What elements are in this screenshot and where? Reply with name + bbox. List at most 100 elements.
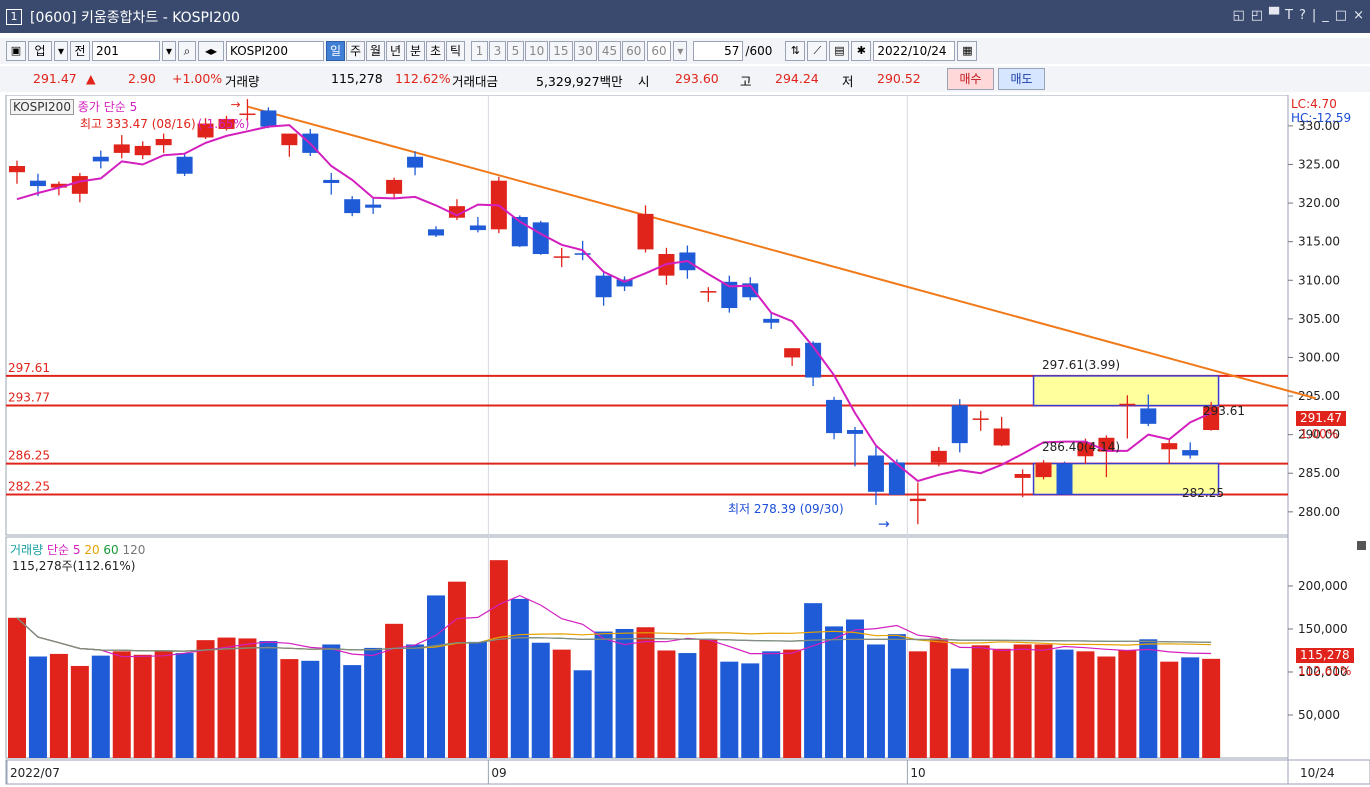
box-bottom-left-label: 286.40(4.14) (1042, 440, 1121, 454)
interval-button-5[interactable]: 5 (507, 41, 524, 61)
maximize-icon[interactable]: □ (1334, 8, 1348, 23)
period-tab-4[interactable]: 분 (406, 41, 425, 61)
price-legend: KOSPI200 종가 단순 5 (10, 98, 137, 115)
legend-symbol[interactable]: KOSPI200 (10, 99, 74, 115)
sell-button[interactable]: 매도 (998, 68, 1045, 90)
low-label: 저 (842, 74, 854, 89)
date-input[interactable]: 2022/10/24 (873, 41, 956, 61)
volume-bar (1055, 649, 1074, 758)
candle-up (972, 418, 989, 420)
interval-button-15[interactable]: 15 (549, 41, 573, 61)
volume-bar (175, 653, 194, 758)
volume-tick-label: 150,000 (1298, 622, 1348, 636)
symbol-name-field: KOSPI200 (226, 41, 324, 61)
interval-select[interactable]: 60 (647, 41, 672, 61)
candle-down (847, 430, 863, 434)
line-tool-icon[interactable]: ⟋ (807, 41, 828, 61)
code-dropdown-icon[interactable]: ▾ (162, 41, 176, 61)
interval-button-30[interactable]: 30 (573, 41, 597, 61)
high-value: 294.24 (775, 71, 819, 86)
period-tab-6[interactable]: 틱 (446, 41, 465, 61)
calendar-icon[interactable]: ▦ (957, 41, 978, 61)
volume-bar (783, 649, 802, 758)
volume-legend-ma60[interactable]: 60 (103, 543, 119, 557)
window-title: [0600] 키움종합차트 - KOSPI200 (30, 9, 240, 26)
data-count-input[interactable]: 57 (693, 41, 744, 61)
volume-bar (992, 648, 1011, 758)
resistance-box (1032, 375, 1220, 407)
volume-legend-title[interactable]: 거래량 (10, 543, 44, 557)
search-icon[interactable]: ⌕ (178, 41, 196, 61)
restore-icon[interactable]: ◰ (1250, 8, 1264, 23)
separator: | (1311, 8, 1317, 23)
volume-bar (971, 645, 990, 758)
volume-bar (468, 641, 487, 758)
period-tab-5[interactable]: 초 (426, 41, 445, 61)
volume-legend: 거래량 단순 5 20 60 120 (10, 541, 145, 558)
pin-icon[interactable]: ▀ (1269, 8, 1280, 23)
low-value: 290.52 (877, 71, 921, 86)
interval-button-10[interactable]: 10 (525, 41, 549, 61)
candle-up (1035, 462, 1052, 478)
amount-value: 5,329,927백만 (536, 74, 623, 89)
font-icon[interactable]: T (1285, 8, 1293, 23)
save-icon[interactable]: ▤ (829, 41, 850, 61)
volume-bar (615, 628, 634, 758)
price-change-pct: +1.00% (172, 71, 223, 86)
volume-bar (531, 642, 550, 758)
candle-down (826, 399, 843, 434)
legend-ma5[interactable]: 종가 단순 5 (77, 100, 138, 114)
level-label: 293.77 (8, 391, 50, 405)
candle-down (574, 253, 591, 255)
amount-label: 거래대금 (452, 74, 499, 89)
volume-bar (1139, 639, 1158, 758)
candle-up (239, 113, 256, 116)
candle-up (1161, 443, 1178, 450)
volume-bar (1202, 658, 1221, 758)
interval-button-45[interactable]: 45 (597, 41, 622, 61)
candle-down (951, 405, 968, 444)
buy-button[interactable]: 매수 (947, 68, 994, 90)
period-tab-2[interactable]: 월 (366, 41, 385, 61)
help-icon[interactable]: ? (1299, 8, 1306, 23)
price-tick-label: 325.00 (1298, 157, 1340, 171)
window-number-badge[interactable]: 1 (6, 8, 22, 25)
volume-legend-ma120[interactable]: 120 (122, 543, 146, 557)
market-type-dropdown-icon[interactable]: ▾ (54, 41, 68, 61)
volume-bar (196, 640, 215, 758)
candle-down (532, 222, 549, 255)
box-top-label: 297.61(3.99) (1042, 358, 1121, 372)
period-tab-1[interactable]: 주 (346, 41, 365, 61)
interval-button-1[interactable]: 1 (471, 41, 488, 61)
interval-button-60[interactable]: 60 (622, 41, 646, 61)
volume-ma120-line (16, 617, 1212, 652)
candle-tool-icon[interactable]: ⇅ (785, 41, 806, 61)
settings-gear-icon[interactable]: ✱ (851, 41, 872, 61)
chart-canvas[interactable]: 330.00 325.00 320.00 315.00 310.00 305.00 300.… (0, 95, 1370, 787)
price-tick-label: 285.00 (1298, 466, 1340, 480)
volume-bar (280, 659, 299, 758)
volume-legend-ma20[interactable]: 20 (84, 543, 100, 557)
market-type-select[interactable]: 업 (28, 41, 52, 61)
level-label: 286.25 (8, 449, 50, 463)
sound-icon[interactable]: ◂▸ (198, 41, 224, 61)
prev-button[interactable]: 전 (70, 41, 90, 61)
period-tab-0[interactable]: 일 (326, 41, 345, 61)
layout-icon[interactable]: ◱ (1232, 8, 1245, 23)
volume-bar (112, 651, 131, 758)
close-icon[interactable]: × (1353, 8, 1364, 23)
volume-bar (343, 665, 362, 758)
volume-legend-ma5[interactable]: 단순 5 (46, 543, 81, 557)
x-axis-label: 2022/07 (10, 766, 60, 780)
chart-menu-icon[interactable]: ▣ (6, 41, 26, 61)
interval-dropdown-icon[interactable]: ▾ (673, 41, 688, 61)
hc-label: HC:-12.59 (1291, 111, 1352, 125)
interval-button-3[interactable]: 3 (489, 41, 506, 61)
chart-area[interactable]: 330.00 325.00 320.00 315.00 310.00 305.00 300.… (0, 95, 1370, 787)
code-input[interactable]: 201 (92, 41, 160, 61)
volume-bar (427, 595, 445, 758)
minimize-icon[interactable]: _ (1322, 8, 1329, 23)
period-tab-3[interactable]: 년 (386, 41, 405, 61)
candle-down (1182, 450, 1199, 456)
